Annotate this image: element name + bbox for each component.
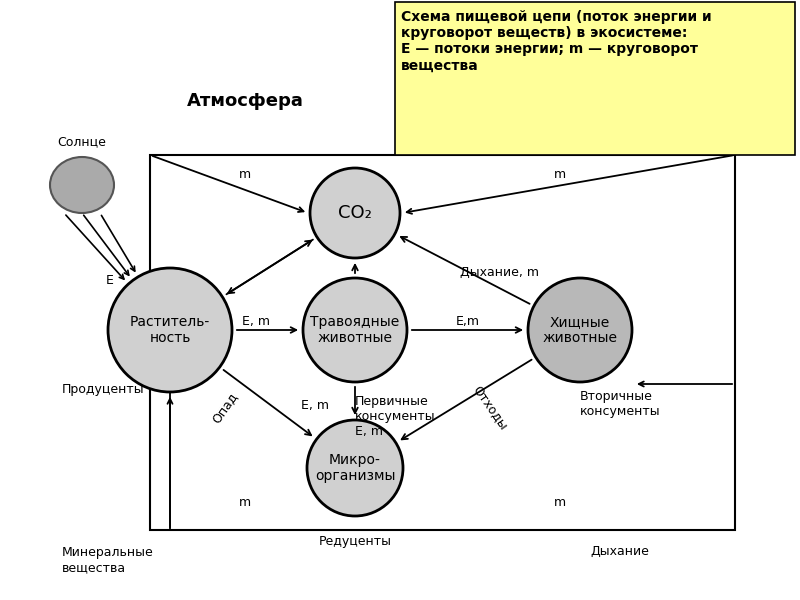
Text: Атмосфера: Атмосфера <box>186 92 303 110</box>
Circle shape <box>108 268 232 392</box>
Text: Схема пищевой цепи (поток энергии и
круговорот веществ) в экосистеме:
Е — потоки: Схема пищевой цепи (поток энергии и круг… <box>401 10 712 73</box>
Circle shape <box>307 420 403 516</box>
Ellipse shape <box>50 157 114 213</box>
Text: Редуценты: Редуценты <box>318 535 391 548</box>
Text: E, m: E, m <box>242 316 270 329</box>
Text: Микро-
организмы: Микро- организмы <box>314 453 395 483</box>
Text: m: m <box>239 169 251 181</box>
Circle shape <box>310 168 400 258</box>
Text: Опад: Опад <box>210 390 240 426</box>
Text: m: m <box>554 169 566 181</box>
Text: E: E <box>106 274 114 286</box>
Text: Хищные
животные: Хищные животные <box>542 315 618 345</box>
Text: Минеральные
вещества: Минеральные вещества <box>62 546 154 574</box>
Circle shape <box>528 278 632 382</box>
Text: m: m <box>554 496 566 509</box>
Text: Травоядные
животные: Травоядные животные <box>310 315 400 345</box>
Text: Солнце: Солнце <box>58 135 106 148</box>
Text: Первичные
консументы
Е, m: Первичные консументы Е, m <box>355 395 436 438</box>
Text: Дыхание: Дыхание <box>590 545 649 558</box>
Text: Раститель-
ность: Раститель- ность <box>130 315 210 345</box>
Circle shape <box>303 278 407 382</box>
Text: Продуценты: Продуценты <box>62 383 145 397</box>
Text: Дыхание, m: Дыхание, m <box>460 265 539 278</box>
Text: E,m: E,m <box>456 316 480 329</box>
Text: m: m <box>239 496 251 509</box>
Bar <box>150 155 735 530</box>
Text: E, m: E, m <box>301 398 329 412</box>
Text: Отходы: Отходы <box>470 383 510 433</box>
Text: Вторичные
консументы: Вторичные консументы <box>580 390 661 418</box>
FancyBboxPatch shape <box>395 2 795 155</box>
Text: CO₂: CO₂ <box>338 204 372 222</box>
